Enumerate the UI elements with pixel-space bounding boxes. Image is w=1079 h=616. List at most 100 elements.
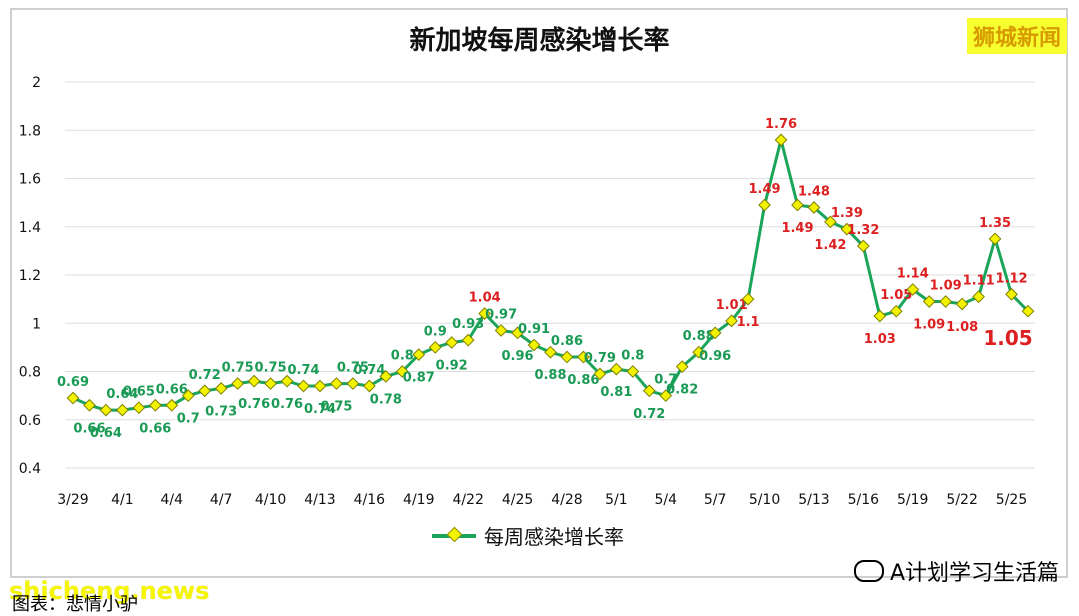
data-label: 0.86 <box>551 334 583 349</box>
data-label: 0.82 <box>666 383 698 398</box>
data-point <box>725 314 738 328</box>
x-tick-label: 5/19 <box>897 492 928 508</box>
x-tick-label: 4/19 <box>403 492 434 508</box>
data-label: 1.42 <box>814 238 846 253</box>
y-tick-label: 1 <box>32 316 41 332</box>
x-tick-label: 5/1 <box>605 492 628 508</box>
data-label: 0.66 <box>73 421 105 436</box>
data-point <box>181 389 195 402</box>
chart-frame <box>10 8 1068 578</box>
y-tick-label: 1.8 <box>19 123 41 139</box>
data-point <box>83 398 96 412</box>
data-point <box>214 382 228 395</box>
legend-line-marker <box>432 526 476 542</box>
data-label: 1.05 <box>880 288 912 303</box>
data-point <box>511 326 524 340</box>
x-tick-label: 5/7 <box>704 492 727 508</box>
data-point <box>247 374 261 388</box>
data-label: 1.1 <box>737 315 760 330</box>
data-label: 0.75 <box>337 361 369 376</box>
data-point <box>955 297 969 311</box>
data-point <box>906 283 920 296</box>
data-label: 0.76 <box>238 397 270 412</box>
x-tick-label: 4/22 <box>452 492 483 508</box>
data-point <box>412 348 426 361</box>
data-label: 0.76 <box>271 397 303 412</box>
data-point <box>280 374 294 388</box>
data-point <box>165 398 179 412</box>
data-label: 0.92 <box>436 359 468 374</box>
data-point <box>692 345 706 359</box>
x-tick-label: 5/25 <box>996 492 1027 508</box>
author-label: A计划学习生活篇 <box>889 561 1059 586</box>
data-point <box>99 403 113 417</box>
x-tick-label: 5/4 <box>654 492 677 508</box>
data-point <box>1021 304 1035 318</box>
data-point <box>791 198 804 212</box>
source-text: 图表：悲情小驴 <box>12 594 138 615</box>
data-point <box>609 362 623 376</box>
data-label: 0.74 <box>287 363 319 378</box>
data-label: 0.75 <box>255 361 287 376</box>
data-point <box>313 379 327 393</box>
data-point <box>132 401 146 415</box>
data-label: 1.14 <box>897 266 929 281</box>
x-tick-label: 5/13 <box>798 492 829 508</box>
data-point <box>741 292 755 306</box>
data-label: 0.8 <box>621 349 644 364</box>
data-label: 0.74 <box>304 402 336 417</box>
data-point <box>840 222 854 236</box>
data-label: 0.96 <box>502 349 534 364</box>
data-label: 1.01 <box>716 298 748 313</box>
y-tick-label: 0.6 <box>19 413 41 429</box>
x-tick-label: 4/10 <box>255 492 286 508</box>
data-point <box>758 198 771 212</box>
data-point <box>231 377 245 390</box>
data-label: 0.7 <box>177 412 200 427</box>
data-label: 1.49 <box>781 221 813 236</box>
data-point <box>527 338 541 352</box>
data-point <box>346 377 360 390</box>
author-note: A计划学习生活篇 <box>853 555 1059 587</box>
data-point <box>297 379 310 393</box>
data-point <box>593 367 607 381</box>
data-label: 0.78 <box>370 392 402 407</box>
data-label: 1.03 <box>864 332 896 347</box>
x-tick-label: 5/16 <box>848 492 880 508</box>
data-label: 1.08 <box>946 320 978 335</box>
data-point <box>395 365 409 378</box>
data-point <box>708 326 722 340</box>
data-point <box>626 365 640 378</box>
data-label: 0.75 <box>320 400 352 415</box>
x-tick-label: 4/25 <box>502 492 533 508</box>
data-point <box>807 201 821 214</box>
data-point <box>560 350 574 364</box>
data-point <box>363 379 376 393</box>
x-tick-label: 4/7 <box>210 492 233 508</box>
data-label: 0.87 <box>403 371 435 386</box>
data-point <box>889 304 903 318</box>
data-point <box>544 345 557 359</box>
data-label: 0.93 <box>452 317 484 332</box>
data-label: 1.09 <box>913 318 945 333</box>
data-point <box>856 239 870 253</box>
legend-label: 每周感染增长率 <box>484 525 624 549</box>
data-label: 1.39 <box>831 206 863 221</box>
data-point <box>577 350 590 364</box>
x-tick-label: 5/10 <box>749 492 780 508</box>
data-label: 0.65 <box>123 385 155 400</box>
x-tick-label: 4/28 <box>551 492 582 508</box>
x-tick-label: 4/1 <box>111 492 134 508</box>
data-label: 1.32 <box>847 223 879 238</box>
data-point <box>922 295 936 308</box>
data-label: 0.9 <box>424 324 447 339</box>
data-label: 0.66 <box>156 382 188 397</box>
data-label: 1.49 <box>749 182 781 197</box>
data-label: 1.09 <box>930 279 962 294</box>
data-label: 0.74 <box>353 363 385 378</box>
data-label: 0.91 <box>518 322 550 337</box>
data-label: 0.66 <box>139 421 171 436</box>
data-label: 0.79 <box>584 351 616 366</box>
data-label: 1.05 <box>983 326 1032 350</box>
